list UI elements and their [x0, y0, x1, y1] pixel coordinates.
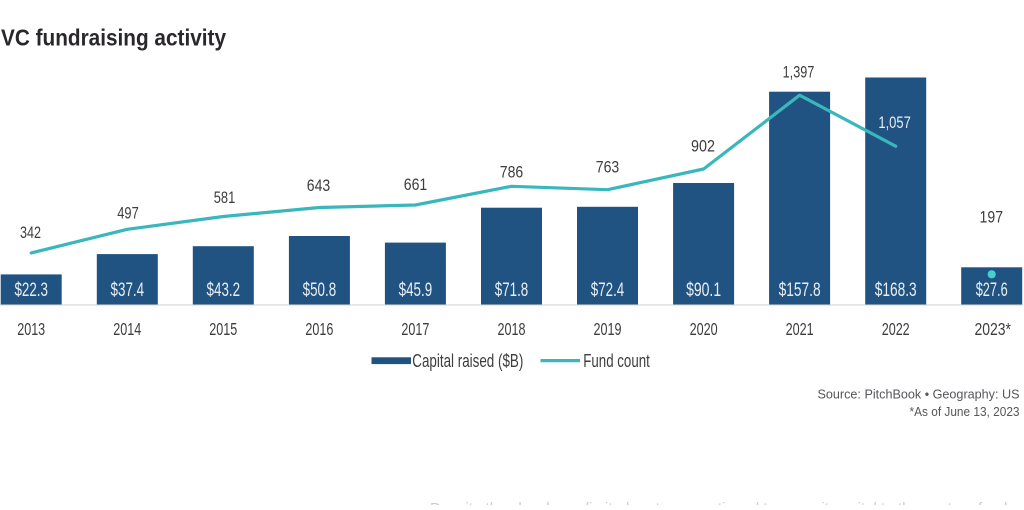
svg-text:2013: 2013 [17, 319, 45, 339]
svg-text:2017: 2017 [401, 319, 429, 339]
svg-text:197: 197 [980, 208, 1004, 227]
svg-text:581: 581 [214, 188, 236, 207]
svg-text:Source: PitchBook • Geograph: Source: PitchBook • Geography: US [818, 387, 1020, 402]
svg-text:Despite the slowdown, limited: Despite the slowdown, limited partners c… [430, 500, 1015, 505]
svg-text:661: 661 [404, 175, 428, 194]
svg-text:2018: 2018 [498, 319, 526, 339]
svg-text:2015: 2015 [209, 319, 237, 339]
svg-text:$43.2: $43.2 [207, 280, 241, 301]
svg-text:2016: 2016 [305, 319, 333, 339]
svg-text:342: 342 [20, 223, 41, 242]
svg-text:643: 643 [307, 176, 331, 195]
svg-text:763: 763 [596, 158, 620, 177]
svg-text:786: 786 [500, 163, 524, 182]
svg-text:VC fundraising activity: VC fundraising activity [1, 25, 226, 51]
svg-text:1,397: 1,397 [783, 63, 815, 82]
svg-text:$50.8: $50.8 [303, 280, 337, 301]
svg-text:Fund count: Fund count [583, 350, 650, 371]
svg-text:2023*: 2023* [974, 319, 1011, 339]
svg-text:497: 497 [117, 204, 139, 223]
svg-text:2022: 2022 [882, 319, 910, 339]
svg-text:2021: 2021 [786, 319, 814, 339]
svg-text:$45.9: $45.9 [399, 280, 433, 301]
svg-text:2014: 2014 [113, 319, 141, 339]
svg-text:$37.4: $37.4 [111, 280, 145, 301]
svg-text:$157.8: $157.8 [779, 280, 821, 301]
svg-text:2020: 2020 [690, 319, 718, 339]
svg-text:Capital raised ($B): Capital raised ($B) [412, 350, 523, 371]
svg-text:2019: 2019 [594, 319, 622, 339]
svg-text:$27.6: $27.6 [976, 280, 1008, 301]
svg-text:*As of June 13, 2023: *As of June 13, 2023 [910, 404, 1020, 419]
svg-text:$168.3: $168.3 [875, 280, 917, 301]
svg-text:902: 902 [691, 137, 715, 156]
svg-text:$90.1: $90.1 [686, 280, 721, 301]
svg-text:1,057: 1,057 [878, 113, 911, 132]
svg-text:$72.4: $72.4 [591, 280, 625, 301]
svg-text:$22.3: $22.3 [14, 280, 48, 301]
svg-text:$71.8: $71.8 [495, 280, 529, 301]
